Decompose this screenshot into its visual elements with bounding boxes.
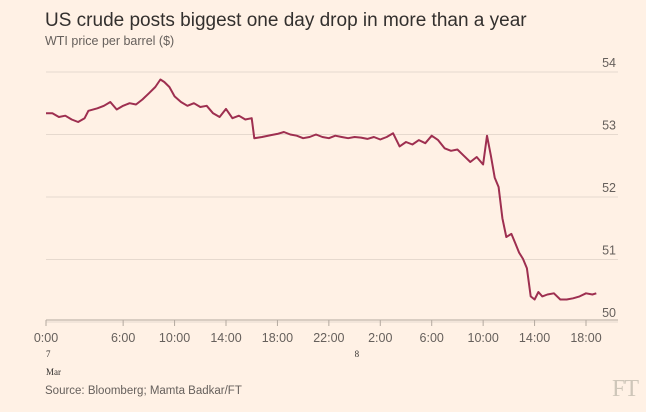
x-tick-label: 10:00 — [159, 331, 190, 345]
x-tick-label: 18:00 — [262, 331, 293, 345]
x-tick-label: 10:00 — [468, 331, 499, 345]
series-layer — [46, 78, 597, 301]
grid-lines — [46, 71, 618, 323]
date-month-label: Mar — [46, 367, 61, 377]
date-day-label: 7 — [46, 349, 51, 359]
series-line-0 — [46, 78, 597, 301]
x-tick-label: 6:00 — [111, 331, 135, 345]
x-tick-label: 0:00 — [34, 331, 58, 345]
x-tick-label: 14:00 — [519, 331, 550, 345]
y-axis: 50 51 52 53 54 — [602, 56, 616, 320]
ft-logo: FT — [612, 376, 639, 402]
y-tick-label: 52 — [602, 181, 616, 195]
y-tick-label: 51 — [602, 244, 616, 258]
y-tick-label: 54 — [602, 56, 616, 70]
x-tick-label: 14:00 — [210, 331, 241, 345]
x-axis: 0:00 6:00 10:00 14:00 18:00 22:00 2:00 6:00 10:0… — [34, 319, 618, 377]
x-tick-label: 2:00 — [368, 331, 392, 345]
x-tick-label: 6:00 — [420, 331, 444, 345]
date-day-label: 8 — [355, 349, 360, 359]
x-tick-label: 22:00 — [313, 331, 344, 345]
y-tick-label: 50 — [602, 306, 616, 320]
chart-subtitle: WTI price per barrel ($) — [45, 34, 175, 48]
y-tick-label: 53 — [602, 119, 616, 133]
chart-title: US crude posts biggest one day drop in m… — [45, 10, 527, 31]
x-tick-label: 18:00 — [570, 331, 601, 345]
source-note: Source: Bloomberg; Mamta Badkar/FT — [45, 385, 242, 397]
